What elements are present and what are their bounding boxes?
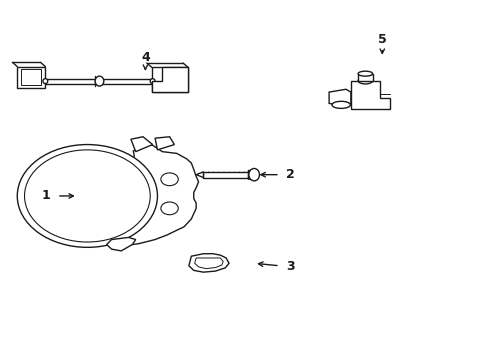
Text: 3: 3 — [285, 260, 294, 273]
Ellipse shape — [95, 76, 103, 86]
Polygon shape — [17, 67, 45, 88]
Text: 5: 5 — [377, 33, 386, 46]
Polygon shape — [196, 172, 203, 177]
Text: 2: 2 — [285, 168, 294, 181]
Ellipse shape — [43, 78, 48, 84]
Polygon shape — [155, 137, 174, 150]
Text: 4: 4 — [141, 51, 149, 64]
Text: 1: 1 — [42, 189, 51, 202]
Polygon shape — [106, 238, 136, 251]
Circle shape — [161, 173, 178, 186]
Ellipse shape — [357, 77, 372, 84]
Ellipse shape — [357, 71, 372, 76]
Polygon shape — [357, 74, 372, 81]
Polygon shape — [131, 137, 152, 152]
Polygon shape — [188, 254, 228, 272]
Polygon shape — [151, 67, 187, 92]
Circle shape — [17, 145, 157, 247]
Ellipse shape — [150, 78, 155, 84]
Circle shape — [161, 202, 178, 215]
Polygon shape — [151, 67, 187, 92]
Ellipse shape — [248, 168, 259, 181]
Polygon shape — [203, 172, 249, 177]
Polygon shape — [350, 81, 389, 109]
Ellipse shape — [331, 101, 350, 108]
Polygon shape — [126, 145, 198, 244]
Polygon shape — [328, 89, 350, 106]
Polygon shape — [248, 170, 256, 179]
